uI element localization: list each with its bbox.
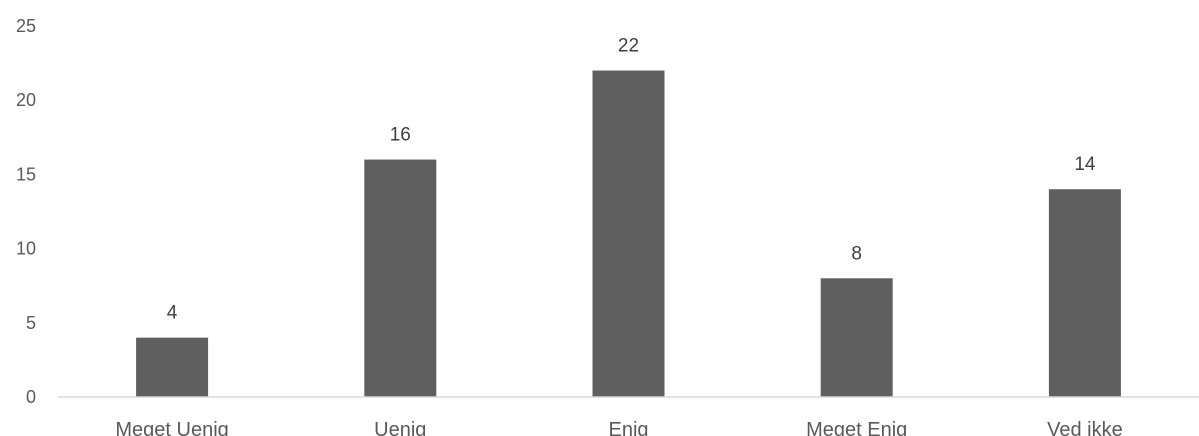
x-tick-label: Ved ikke <box>1047 419 1123 436</box>
x-tick-label: Meget Enig <box>806 419 907 436</box>
y-tick-label: 25 <box>16 16 36 36</box>
y-tick-label: 5 <box>26 313 36 333</box>
data-label: 16 <box>390 125 411 146</box>
bar <box>1048 189 1121 397</box>
y-tick-label: 10 <box>16 239 36 259</box>
x-tick-label: Enig <box>608 419 648 436</box>
y-tick-label: 0 <box>26 387 36 407</box>
data-labels: 4 16 22 8 14 <box>167 36 1096 324</box>
bar <box>820 278 893 397</box>
x-tick-label: Meget Uenig <box>115 419 228 436</box>
x-axis: Meget Uenig Uenig Enig Meget Enig Ved ikke <box>115 419 1122 436</box>
bar <box>592 70 665 398</box>
bar <box>136 337 209 397</box>
y-tick-label: 15 <box>16 164 36 184</box>
data-label: 22 <box>618 36 639 57</box>
data-label: 14 <box>1074 154 1096 175</box>
data-label: 4 <box>167 303 178 324</box>
x-tick-label: Uenig <box>374 419 426 436</box>
bars <box>136 70 1121 398</box>
y-tick-label: 20 <box>16 90 36 110</box>
bar <box>364 159 437 397</box>
y-axis: 0 5 10 15 20 25 <box>16 16 36 407</box>
data-label: 8 <box>851 243 862 264</box>
